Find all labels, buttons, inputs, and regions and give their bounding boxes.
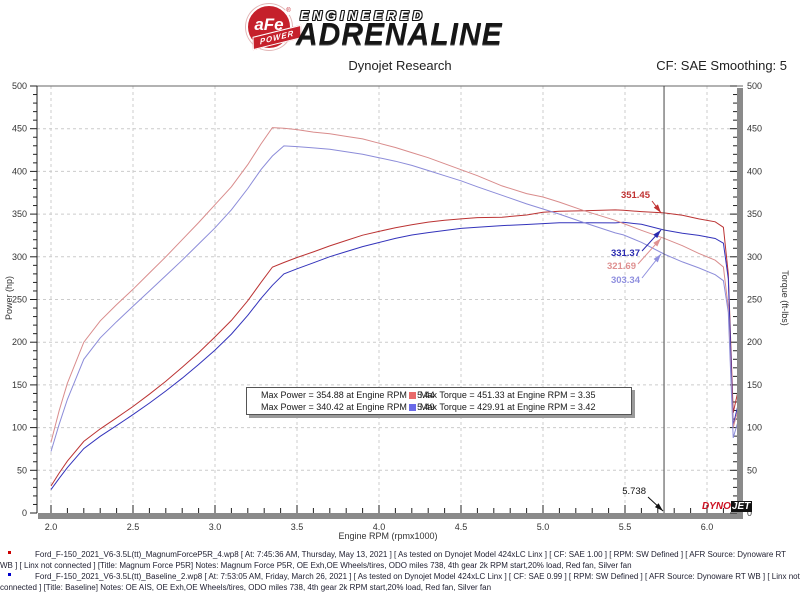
x-tick-label: 2.0: [45, 522, 58, 532]
power-magnumforce-curve: [50, 209, 737, 487]
annotation-arrow-head: [653, 253, 662, 263]
run-info-text: Ford_F-150_2021_V6-3.5L(tt)_Baseline_2.w…: [0, 572, 800, 592]
x-tick-label: 4.0: [373, 522, 386, 532]
annotation-321.69: 321.69: [607, 261, 636, 272]
legend-swatch-icon: [409, 403, 416, 411]
power-baseline-curve: [50, 221, 737, 490]
x-tick-label: 2.5: [127, 522, 140, 532]
left-tick-label: 300: [12, 252, 27, 262]
annotation-331.37: 331.37: [611, 248, 640, 259]
right-tick-label: 150: [747, 380, 762, 390]
cf-smoothing-label: CF: SAE Smoothing: 5: [656, 58, 787, 73]
right-tick-label: 50: [747, 465, 757, 475]
legend-text: Max Power = 340.42 at Engine RPM = 5.49: [261, 402, 435, 412]
annotation-arrow-head: [653, 230, 662, 239]
legend-entry-power-magnumforce: Max Power = 354.88 at Engine RPM = 5.44: [257, 390, 435, 400]
left-tick-label: 100: [12, 423, 27, 433]
right-tick-label: 500: [747, 81, 762, 91]
dynojet-logo: DYNOJET: [702, 501, 753, 512]
left-tick-label: 50: [17, 465, 27, 475]
legend-text: Max Torque = 429.91 at Engine RPM = 3.42: [420, 402, 596, 412]
run-info-text: Ford_F-150_2021_V6-3.5L(tt)_MagnumForceP…: [0, 550, 786, 570]
right-tick-label: 0: [747, 508, 752, 518]
right-tick-label: 400: [747, 166, 762, 176]
right-axis-title: Torque (ft-lbs): [780, 270, 790, 326]
dynojet-logo-dyno: DYNO: [702, 501, 731, 512]
x-tick-label: 5.0: [537, 522, 550, 532]
legend-swatch-icon: [409, 391, 416, 399]
right-tick-label: 450: [747, 124, 762, 134]
left-tick-label: 150: [12, 380, 27, 390]
left-tick-label: 0: [22, 508, 27, 518]
run-info-line-2: Ford_F-150_2021_V6-3.5L(tt)_Baseline_2.w…: [0, 572, 800, 593]
right-tick-label: 200: [747, 337, 762, 347]
brand-adrenaline-text: ADRENALINE: [296, 17, 503, 52]
bottom-axis-bar: [38, 513, 743, 519]
legend-entry-power-baseline: Max Power = 340.42 at Engine RPM = 5.49: [257, 402, 435, 412]
left-axis-title: Power (hp): [4, 276, 14, 321]
x-tick-label: 3.5: [291, 522, 304, 532]
right-tick-label: 100: [747, 423, 762, 433]
run-info-line-1: Ford_F-150_2021_V6-3.5L(tt)_MagnumForceP…: [0, 550, 800, 571]
annotation-351.45: 351.45: [621, 190, 651, 201]
afe-logo: aFe ® POWER ENGINEERED ADRENALINE: [238, 2, 578, 52]
legend-text: Max Torque = 451.33 at Engine RPM = 3.35: [420, 390, 596, 400]
registered-mark-icon: ®: [285, 8, 292, 15]
right-tick-label: 350: [747, 209, 762, 219]
legend-entry-torque-baseline: Max Torque = 429.91 at Engine RPM = 3.42: [409, 402, 631, 412]
x-axis-title: Engine RPM (rpmx1000): [338, 531, 438, 541]
curves-group: [50, 127, 737, 490]
x-tick-label: 6.0: [701, 522, 714, 532]
left-tick-label: 500: [12, 81, 27, 91]
legend-entry-torque-magnumforce: Max Torque = 451.33 at Engine RPM = 3.35: [409, 390, 631, 400]
afe-badge-text: aFe: [254, 15, 284, 34]
annotation-arrow-head: [653, 204, 662, 213]
left-tick-label: 350: [12, 209, 27, 219]
cursor-arrow-head: [654, 503, 664, 511]
legend-box: Max Power = 354.88 at Engine RPM = 5.44 M…: [246, 387, 632, 415]
right-axis-bar: [737, 88, 743, 519]
left-tick-label: 400: [12, 166, 27, 176]
left-tick-label: 450: [12, 124, 27, 134]
x-tick-label: 3.0: [209, 522, 222, 532]
dynojet-logo-jet: JET: [730, 501, 753, 512]
torque-baseline-curve: [50, 145, 737, 452]
cursor-rpm-label: 5.738: [622, 486, 646, 497]
right-tick-label: 300: [747, 252, 762, 262]
annotation-303.34: 303.34: [611, 275, 641, 286]
legend-text: Max Power = 354.88 at Engine RPM = 5.44: [261, 390, 435, 400]
run-bullet-icon: [8, 573, 11, 576]
brand-engineered-text: ENGINEERED: [300, 8, 426, 23]
right-tick-label: 250: [747, 295, 762, 305]
left-tick-label: 200: [12, 337, 27, 347]
x-tick-label: 4.5: [455, 522, 468, 532]
annotation-arrow-head: [653, 238, 662, 247]
x-tick-label: 5.5: [619, 522, 632, 532]
left-tick-label: 250: [12, 295, 27, 305]
page-title: Dynojet Research: [348, 58, 452, 73]
run-info-footer: Ford_F-150_2021_V6-3.5L(tt)_MagnumForceP…: [0, 550, 800, 594]
run-bullet-icon: [8, 551, 11, 554]
